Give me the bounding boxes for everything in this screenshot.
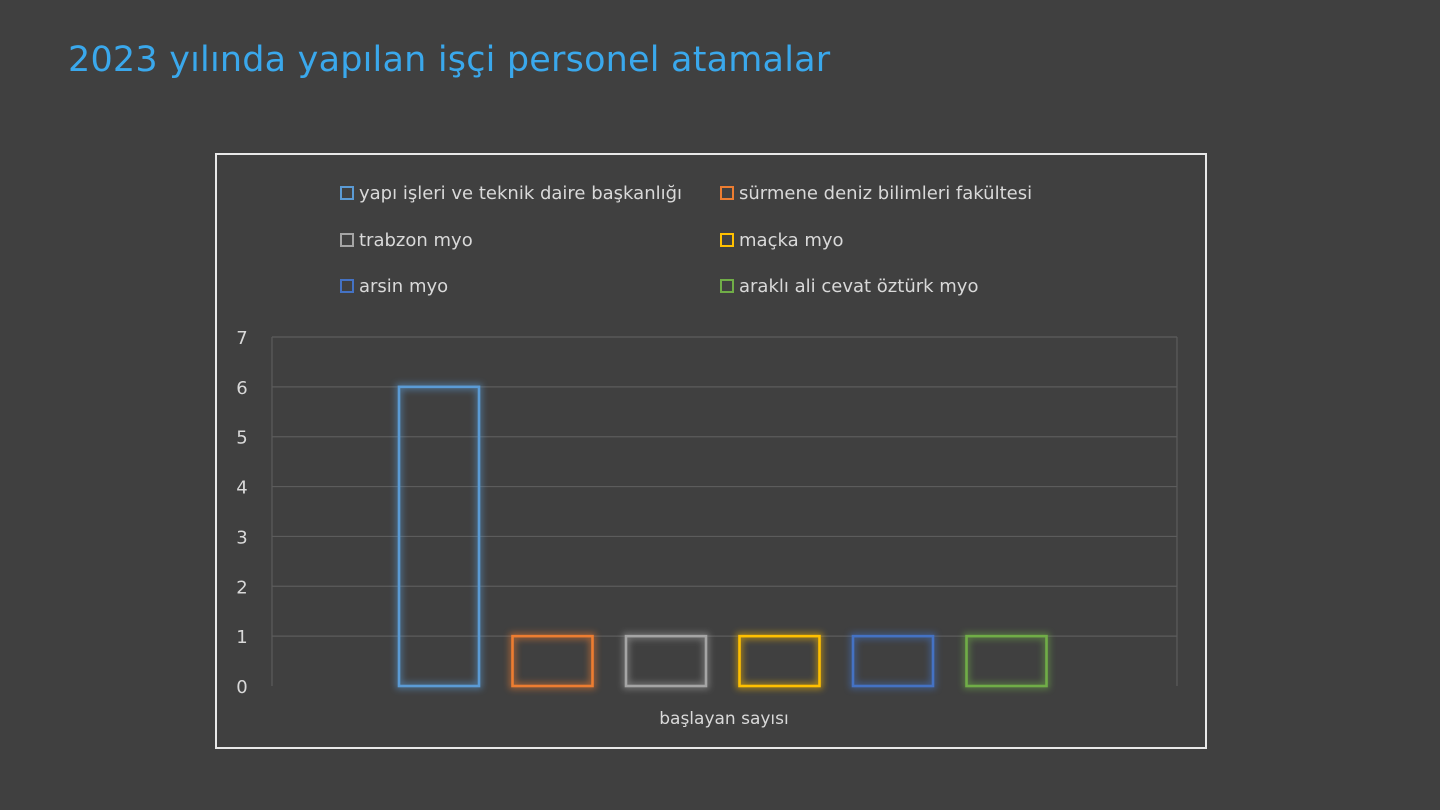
legend-item: araklı ali cevat öztürk myo xyxy=(720,276,978,297)
bar-outline xyxy=(397,385,481,688)
legend-item: yapı işleri ve teknik daire başkanlığı xyxy=(340,183,682,204)
legend-item: maçka myo xyxy=(720,230,844,251)
y-tick-label: 1 xyxy=(236,627,247,648)
bar-outline xyxy=(511,634,594,688)
y-tick-label: 6 xyxy=(236,378,247,399)
y-tick-label: 7 xyxy=(236,328,247,349)
legend-swatch xyxy=(720,233,734,247)
x-axis-label: başlayan sayısı xyxy=(659,709,789,729)
legend-label: trabzon myo xyxy=(359,230,473,251)
bar-outline xyxy=(965,634,1048,688)
legend-item: arsin myo xyxy=(340,276,448,297)
y-tick-label: 3 xyxy=(236,527,247,548)
y-tick-label: 0 xyxy=(236,677,247,698)
bar xyxy=(850,633,936,689)
slide-title: 2023 yılında yapılan işçi personel atama… xyxy=(68,40,831,80)
legend: yapı işleri ve teknik daire başkanlığı sü… xyxy=(340,183,1032,297)
bar-chart: 0 1 2 3 4 5 6 7 yapı işleri ve teknik daire baş… xyxy=(236,183,1178,729)
y-axis-ticks: 0 1 2 3 4 5 6 7 xyxy=(236,328,247,698)
legend-swatch xyxy=(720,279,734,293)
y-tick-label: 2 xyxy=(236,577,247,598)
legend-swatch xyxy=(340,233,354,247)
bar xyxy=(396,383,482,689)
legend-label: araklı ali cevat öztürk myo xyxy=(739,276,978,297)
legend-swatch xyxy=(340,279,354,293)
y-tick-label: 4 xyxy=(236,478,247,499)
legend-swatch xyxy=(340,186,354,200)
bar-glow xyxy=(736,633,823,689)
y-tick-label: 5 xyxy=(236,428,247,449)
bar xyxy=(736,633,823,689)
legend-item: trabzon myo xyxy=(340,230,473,251)
bar-outline xyxy=(851,634,935,688)
legend-swatch xyxy=(720,186,734,200)
bars xyxy=(396,383,1050,689)
bar-glow xyxy=(623,633,709,689)
bar-glow xyxy=(963,633,1050,689)
bar-outline xyxy=(738,634,821,688)
chart-frame: 0 1 2 3 4 5 6 7 yapı işleri ve teknik daire baş… xyxy=(215,153,1207,749)
bar-glow xyxy=(509,633,596,689)
legend-label: sürmene deniz bilimleri fakültesi xyxy=(739,183,1032,204)
bar xyxy=(509,633,596,689)
legend-label: maçka myo xyxy=(739,230,844,251)
legend-item: sürmene deniz bilimleri fakültesi xyxy=(720,183,1032,204)
bar xyxy=(623,633,709,689)
bar xyxy=(963,633,1050,689)
legend-label: arsin myo xyxy=(359,276,448,297)
bar-glow xyxy=(850,633,936,689)
bar-outline xyxy=(624,634,708,688)
legend-label: yapı işleri ve teknik daire başkanlığı xyxy=(359,183,682,204)
